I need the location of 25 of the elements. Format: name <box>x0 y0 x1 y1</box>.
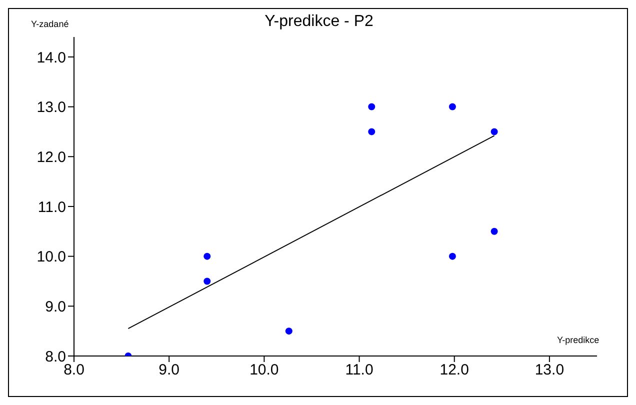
x-tick-label: 11.0 <box>345 362 374 379</box>
y-tick-label: 12.0 <box>36 148 66 166</box>
chart-title: Y-predikce - P2 <box>264 13 374 30</box>
y-tick-label: 8.0 <box>45 348 66 366</box>
point <box>490 128 498 136</box>
y-tick-label: 9.0 <box>45 298 66 316</box>
x-tick-label: 12.0 <box>440 362 469 379</box>
y-axis-title: Y-zadané <box>31 19 69 29</box>
point <box>490 228 498 235</box>
x-tick-label: 8.0 <box>64 362 84 379</box>
point <box>448 103 456 110</box>
x-axis-title: Y-predikce <box>557 335 600 345</box>
point <box>204 252 211 260</box>
point <box>204 278 211 285</box>
y-tick-label: 10.0 <box>36 248 66 266</box>
x-tick-label: 13.0 <box>534 362 564 379</box>
point <box>368 128 376 136</box>
point <box>448 252 456 260</box>
point <box>285 328 292 335</box>
x-tick-label: 10.0 <box>250 362 279 379</box>
x-tick-label: 9.0 <box>158 362 180 379</box>
y-tick-label: 13.0 <box>36 99 66 116</box>
point <box>368 103 376 110</box>
y-tick-label: 11.0 <box>38 198 66 216</box>
y-tick-label: 14.0 <box>36 49 66 66</box>
